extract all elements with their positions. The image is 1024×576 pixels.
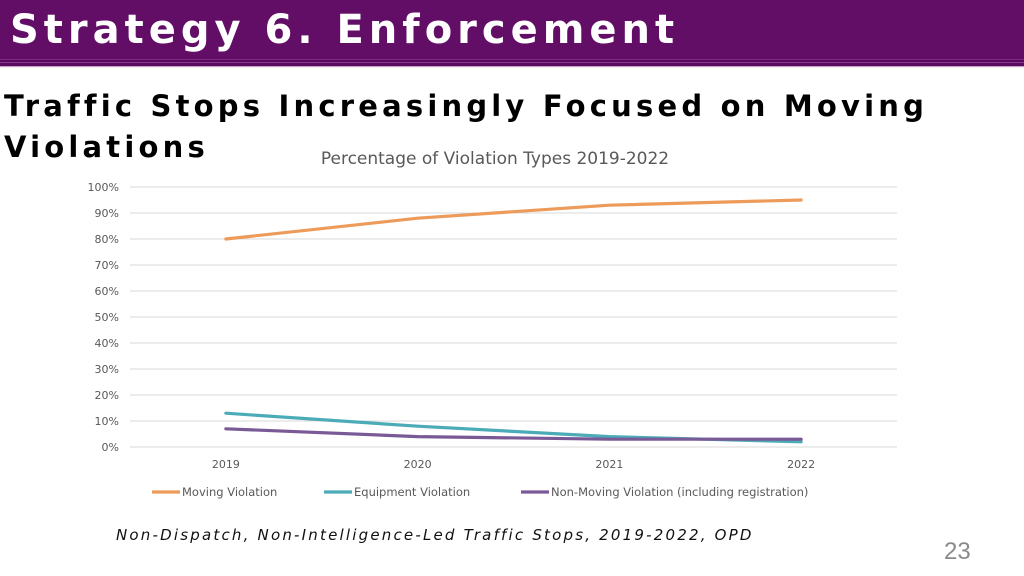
header-band [0,0,1024,58]
y-axis-ticks: 0% 10% 20% 30% 40% 50% 60% 70% 80% 90% 100% [88,181,119,454]
y-tick-label: 20% [95,389,119,402]
y-tick-label: 0% [102,441,119,454]
legend-label: Non-Moving Violation (including registra… [551,485,808,499]
series-line-3 [224,427,803,441]
y-tick-label: 100% [88,181,119,194]
y-tick-label: 40% [95,337,119,350]
legend-label: Moving Violation [182,485,277,499]
y-tick-label: 30% [95,363,119,376]
gridlines [130,186,897,448]
y-tick-label: 90% [95,207,119,220]
y-tick-label: 70% [95,259,119,272]
series-line-1 [224,198,803,241]
chart-title: Percentage of Violation Types 2019-2022 [321,149,669,169]
x-tick-label: 2020 [404,458,432,471]
x-tick-label: 2022 [787,458,815,471]
y-tick-label: 80% [95,233,119,246]
header-title: Strategy 6. Enforcement [10,7,680,53]
legend-label: Equipment Violation [354,485,470,499]
x-tick-label: 2019 [212,458,240,471]
x-axis-ticks: 2019 2020 2021 2022 [212,458,815,471]
y-tick-label: 50% [95,311,119,324]
series-lines [224,198,803,444]
slide-heading: Traffic Stops Increasingly Focused on Mo… [4,89,929,164]
x-tick-label: 2021 [595,458,623,471]
y-tick-label: 10% [95,415,119,428]
y-tick-label: 60% [95,285,119,298]
page-number: 23 [944,538,971,565]
source-note: Non-Dispatch, Non-Intelligence-Led Traff… [116,526,754,544]
legend: Moving Violation Equipment Violation Non-M… [152,485,808,499]
header-stripes [0,58,1024,68]
